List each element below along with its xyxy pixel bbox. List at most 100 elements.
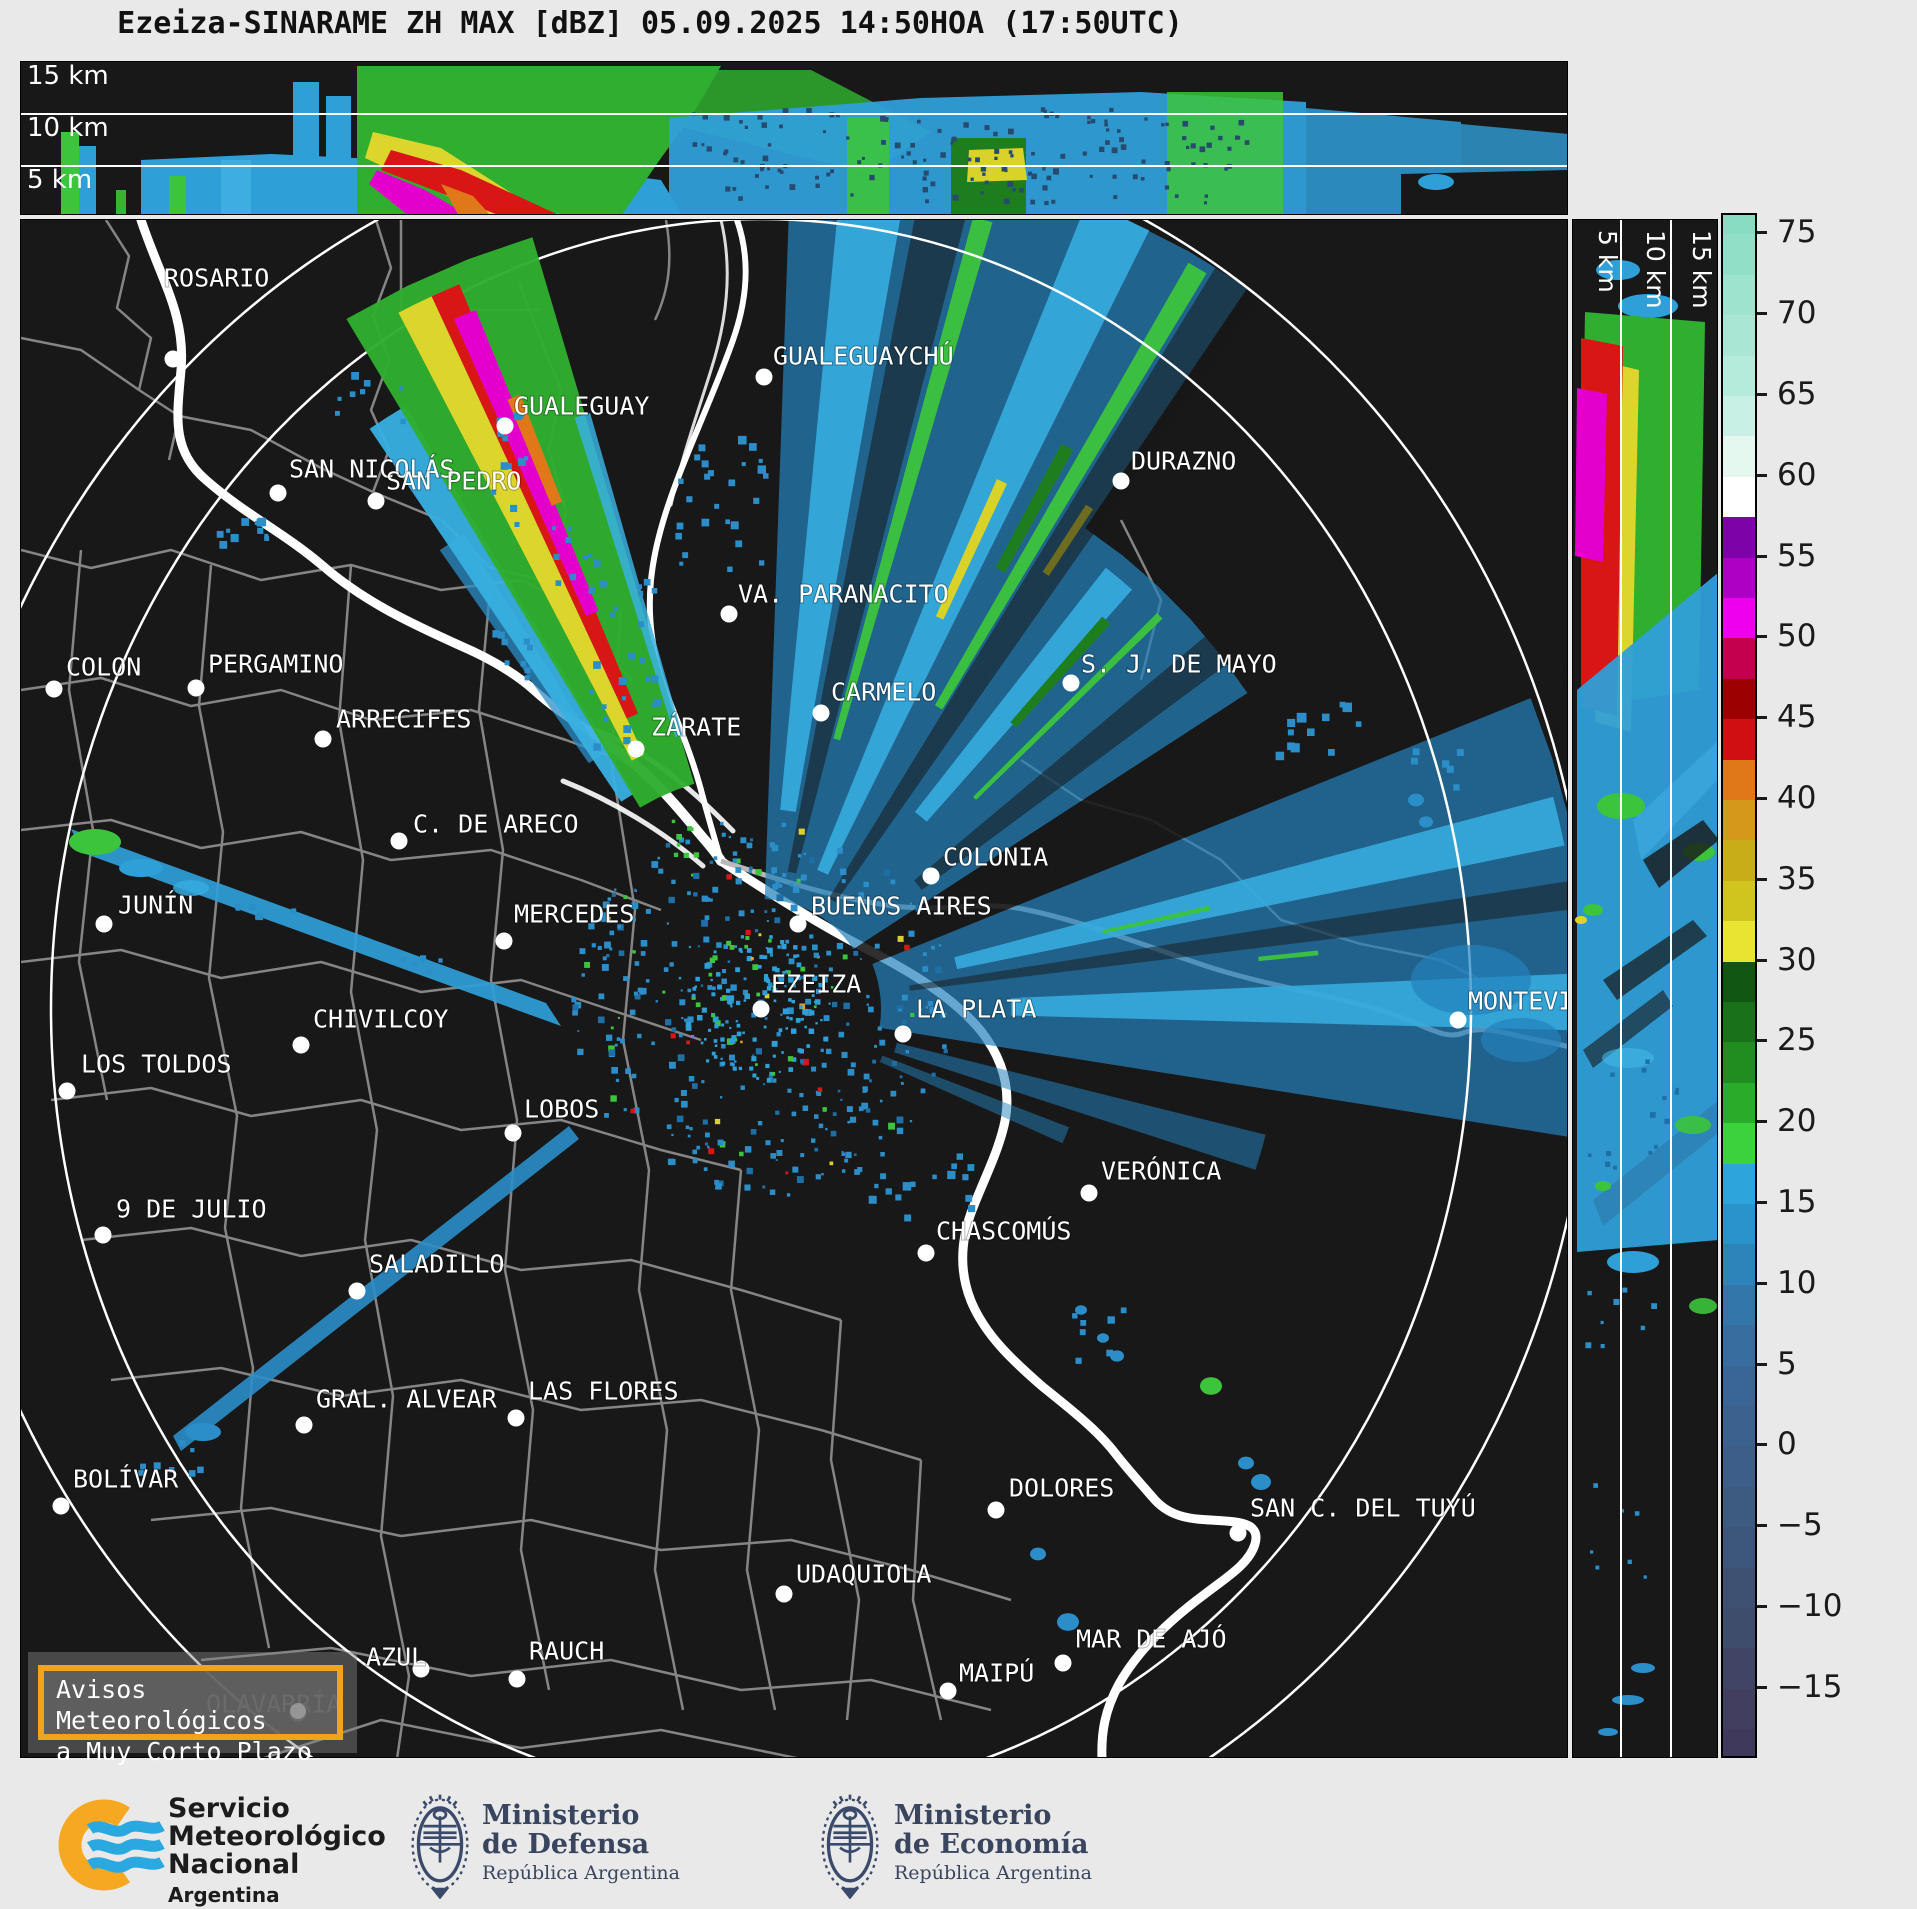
- echo-pixel: [950, 141, 954, 145]
- echo-pixel: [935, 966, 942, 974]
- height-label: 15 km: [27, 62, 109, 91]
- echo-pixel: [679, 837, 685, 843]
- colorbar-tick: [1757, 473, 1767, 477]
- border-line: [197, 564, 271, 1649]
- echo-shape: [116, 190, 126, 214]
- echo-pixel: [680, 1090, 687, 1096]
- echo-wedge: [574, 413, 683, 738]
- echo-pixel: [751, 1012, 757, 1018]
- echo-pixel: [835, 113, 840, 118]
- border-line: [653, 220, 671, 321]
- echo-pixel: [751, 1054, 755, 1057]
- echo-pixel: [572, 996, 575, 999]
- echo-pixel: [1075, 1357, 1082, 1364]
- echo-pixel: [708, 972, 713, 977]
- colorbar-tick-label: 10: [1777, 1264, 1817, 1301]
- echo-pixel: [758, 458, 763, 463]
- echo-pixel: [767, 982, 773, 988]
- city-layer: ROSARIO SAN NICOLÁS GUALEGUAY GUALEGUAYCHÚ S…: [45, 263, 1567, 1722]
- echo-pixel: [643, 578, 651, 586]
- echo-pixel: [830, 1130, 837, 1137]
- echo-pixel: [691, 873, 694, 877]
- echo-pixel: [713, 1055, 718, 1059]
- echo-pixel: [787, 1056, 794, 1062]
- echo-pixel: [857, 160, 862, 165]
- echo-pixel: [771, 844, 779, 852]
- echo-pixel: [523, 638, 530, 645]
- echo-pixel: [438, 958, 443, 963]
- echo-pixel: [588, 553, 593, 558]
- echo-pixel: [858, 892, 864, 898]
- echo-pixel: [904, 1214, 912, 1222]
- echo-pixel: [772, 1054, 776, 1058]
- echo-pixel: [1106, 128, 1110, 132]
- echo-shape: [326, 96, 351, 214]
- echo-pixel: [899, 1075, 903, 1079]
- echo-pixel: [811, 994, 815, 997]
- colorbar-segment: [1723, 1001, 1755, 1043]
- echo-pixel: [630, 1108, 636, 1114]
- echo-pixel: [1030, 199, 1036, 205]
- echo-pixel: [714, 1179, 719, 1185]
- echo-pixel: [846, 136, 850, 140]
- echo-pixel: [1322, 713, 1330, 722]
- echo-pixel: [857, 1167, 863, 1173]
- echo-pixel: [686, 1040, 690, 1045]
- echo-pixel: [518, 458, 526, 466]
- echo-pixel: [694, 985, 697, 988]
- echo-pixel: [910, 142, 915, 148]
- echo-pixel: [956, 1153, 963, 1160]
- echo-pixel: [785, 939, 790, 944]
- echo-pixel: [789, 1017, 793, 1021]
- echo-shape: [81, 182, 95, 214]
- city-label: BUENOS AIRES: [811, 892, 992, 921]
- echo-pixel: [845, 1151, 852, 1159]
- echo-pixel: [762, 990, 768, 996]
- echo-pixel: [1164, 185, 1169, 190]
- echo-pixel: [980, 166, 987, 172]
- echo-pixel: [693, 872, 700, 879]
- echo-pixel: [1412, 748, 1420, 756]
- echo-pixel: [335, 410, 340, 416]
- echo-pixel: [713, 950, 717, 954]
- echo-pixel: [618, 677, 627, 685]
- echo-pixel: [677, 1054, 685, 1062]
- city-label: BOLÍVAR: [73, 1465, 179, 1494]
- echo-wedge: [787, 220, 966, 874]
- border-line: [911, 1459, 943, 1721]
- echo-pixel: [637, 987, 643, 993]
- city-dot: [187, 679, 205, 697]
- echo-pixel: [581, 973, 585, 977]
- echo-pixel: [720, 1057, 723, 1061]
- echo-pixel: [1675, 1087, 1679, 1091]
- colorbar-segment: [1723, 476, 1755, 518]
- echo-pixel: [938, 944, 942, 947]
- echo-pixel: [1287, 718, 1296, 727]
- echo-pixel: [670, 1033, 676, 1039]
- echo-pixel: [823, 1037, 827, 1041]
- echo-pixel: [514, 522, 520, 527]
- city-dot: [269, 484, 287, 502]
- echo-pixel: [771, 867, 777, 873]
- echo-pixel: [780, 1139, 784, 1143]
- echo-pixel: [711, 986, 716, 991]
- echo-shape: [61, 132, 79, 214]
- echo-pixel: [709, 957, 716, 963]
- colorbar-tick: [1757, 1685, 1767, 1689]
- echo-pixel: [785, 970, 788, 973]
- echo-pixel: [920, 1088, 926, 1094]
- echo-pixel: [869, 1079, 872, 1083]
- echo-pixel: [256, 913, 264, 921]
- echo-pixel: [822, 130, 826, 134]
- echo-pixel: [927, 1001, 933, 1007]
- echo-wedge: [369, 405, 635, 802]
- city-label: C. DE ARECO: [413, 810, 579, 839]
- echo-pixel: [1645, 1059, 1650, 1064]
- echo-pixel: [775, 967, 780, 973]
- echo-pixel: [766, 986, 772, 991]
- echo-pixel: [814, 1114, 819, 1119]
- colorbar-segment: [1723, 1325, 1755, 1366]
- echo-pixel: [905, 1050, 909, 1054]
- colorbar-segment: [1723, 638, 1755, 679]
- echo-pixel: [1587, 1290, 1592, 1296]
